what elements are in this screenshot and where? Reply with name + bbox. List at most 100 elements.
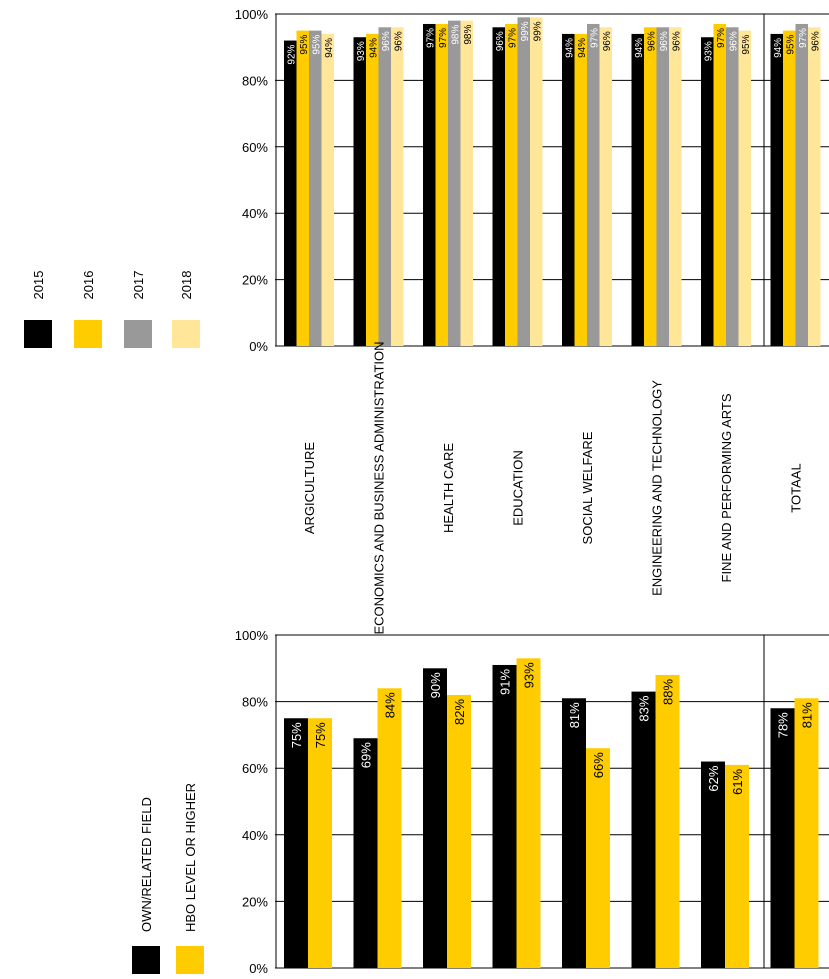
x-category-label: SOCIAL WELFARE: [580, 431, 595, 544]
bar: [644, 27, 657, 347]
bar: [599, 27, 612, 347]
data-label: 96%: [671, 31, 682, 51]
bar: [562, 698, 586, 968]
data-label: 83%: [637, 695, 652, 721]
bar: [505, 23, 518, 347]
bar: [770, 708, 795, 968]
data-label: 95%: [741, 34, 752, 54]
bar: [655, 674, 680, 968]
data-label: 66%: [591, 752, 606, 778]
data-label: 94%: [634, 38, 645, 58]
data-label: 94%: [324, 38, 335, 58]
x-category-label: ECONOMICS AND BUSINESS ADMINISTRATION: [372, 341, 387, 634]
y-tick-label: 100%: [235, 628, 269, 643]
data-label: 97%: [589, 28, 600, 48]
data-label: 81%: [800, 702, 815, 728]
data-label: 92%: [286, 44, 297, 64]
bar: [738, 30, 751, 346]
data-label: 94%: [564, 38, 575, 58]
bar: [713, 23, 726, 347]
x-category-label: ARGICULTURE: [302, 442, 317, 535]
bar: [517, 17, 530, 346]
bar: [423, 23, 436, 347]
data-label: 95%: [785, 34, 796, 54]
data-label: 97%: [716, 28, 727, 48]
bar: [309, 30, 322, 346]
data-label: 90%: [428, 672, 443, 698]
bar: [783, 30, 796, 346]
bar: [308, 718, 332, 968]
data-label: 98%: [450, 25, 461, 45]
y-tick-label: 40%: [242, 206, 268, 221]
bar: [586, 748, 610, 968]
data-label: 97%: [798, 28, 809, 48]
bar: [530, 17, 543, 346]
y-tick-label: 0%: [249, 961, 268, 974]
data-label: 94%: [773, 38, 784, 58]
bar: [574, 33, 587, 347]
legend-label: 2017: [131, 271, 146, 300]
data-label: 96%: [728, 31, 739, 51]
data-label: 98%: [463, 25, 474, 45]
y-tick-label: 60%: [242, 140, 268, 155]
y-tick-label: 100%: [235, 7, 269, 22]
bar: [296, 30, 309, 346]
data-label: 93%: [356, 41, 367, 61]
bar: [353, 738, 378, 968]
bar: [353, 37, 366, 347]
data-label: 75%: [313, 722, 328, 748]
bar: [435, 23, 448, 347]
bar: [492, 664, 517, 968]
legend-swatch: [132, 946, 160, 974]
bar: [460, 20, 473, 346]
x-category-label: EDUCATION: [511, 450, 526, 526]
bar: [669, 27, 682, 347]
data-label: 75%: [289, 722, 304, 748]
x-category-label: TOTAAL: [789, 463, 804, 512]
legend-swatch: [172, 320, 200, 348]
y-tick-label: 40%: [242, 828, 268, 843]
data-label: 96%: [646, 31, 657, 51]
data-label: 61%: [730, 768, 745, 794]
legend-label: 2018: [179, 271, 194, 300]
bar: [656, 27, 669, 347]
legend-swatch: [176, 946, 204, 974]
y-tick-label: 80%: [242, 695, 268, 710]
data-label: 88%: [661, 679, 676, 705]
data-label: 84%: [383, 692, 398, 718]
bar: [448, 20, 461, 346]
data-label: 69%: [359, 742, 374, 768]
bar: [701, 761, 725, 968]
data-label: 97%: [507, 28, 518, 48]
y-tick-label: 20%: [242, 894, 268, 909]
bar: [726, 27, 739, 347]
bar: [516, 658, 541, 968]
bar: [562, 33, 575, 347]
y-tick-label: 0%: [249, 339, 268, 354]
data-label: 93%: [703, 41, 714, 61]
y-tick-label: 80%: [242, 73, 268, 88]
bar: [447, 694, 471, 968]
data-label: 99%: [520, 21, 531, 41]
data-label: 78%: [776, 712, 791, 738]
legend-swatch: [124, 320, 152, 348]
data-label: 96%: [659, 31, 670, 51]
x-category-label: ENGINEERING AND TECHNOLOGY: [650, 380, 665, 596]
legend-label: 2015: [31, 271, 46, 300]
data-label: 94%: [577, 38, 588, 58]
data-label: 96%: [495, 31, 506, 51]
bar: [284, 40, 297, 347]
data-label: 99%: [532, 21, 543, 41]
data-label: 93%: [522, 662, 537, 688]
legend-label: 2016: [81, 271, 96, 300]
data-label: 95%: [299, 34, 310, 54]
bar: [492, 27, 505, 347]
data-label: 96%: [810, 31, 821, 51]
bar: [631, 33, 644, 347]
data-label: 94%: [368, 38, 379, 58]
legend-label: HBO LEVEL OR HIGHER: [183, 783, 198, 932]
bar: [423, 668, 447, 968]
data-label: 96%: [381, 31, 392, 51]
